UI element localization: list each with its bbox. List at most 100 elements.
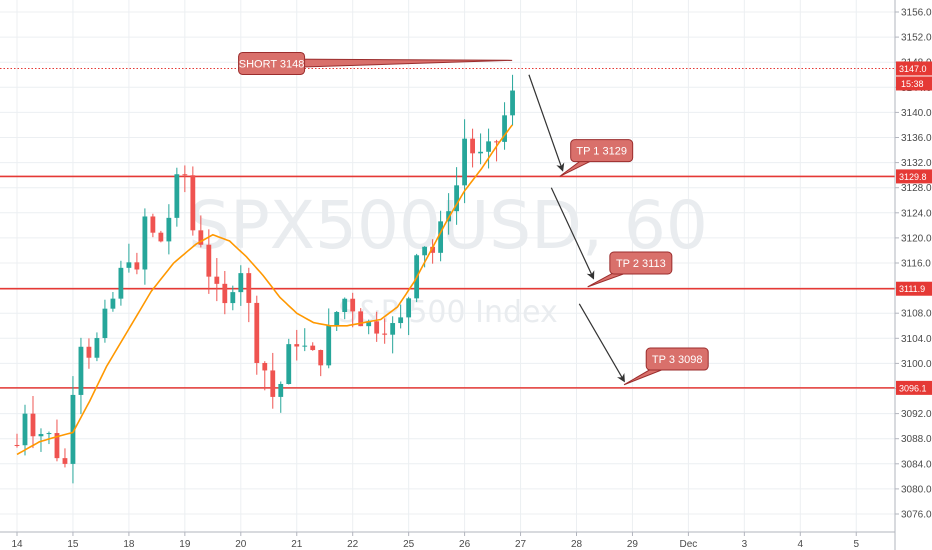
x-tick-label: 3 <box>742 539 748 550</box>
candle-body <box>270 370 276 397</box>
candle-body <box>486 141 491 152</box>
price-badge-text-tp1: 3129.8 <box>899 172 927 182</box>
x-tick-label: 22 <box>347 539 359 550</box>
candle-body <box>150 216 156 233</box>
candle-body <box>110 298 116 309</box>
y-tick-label: 3128.0 <box>901 183 932 194</box>
candle-body <box>262 362 268 371</box>
y-tick-label: 3152.0 <box>901 33 932 44</box>
watermark-name: S&P 500 Index <box>338 295 557 330</box>
callout-box-short <box>238 51 306 75</box>
y-tick-label: 3156.0 <box>901 8 932 19</box>
callout-label-tp3: TP 3 3098 <box>652 354 703 366</box>
moving-average <box>16 124 513 456</box>
candle-body <box>310 345 316 351</box>
candle-body <box>430 246 436 253</box>
candle-body <box>294 344 300 347</box>
candle-body <box>86 346 92 358</box>
candle-body <box>382 333 388 335</box>
x-tick-label: 15 <box>67 539 79 550</box>
x-tick-label: 14 <box>11 539 23 550</box>
candle-body <box>22 413 28 446</box>
candle-body <box>374 321 380 334</box>
callout-label-tp2: TP 2 3113 <box>616 258 666 270</box>
countdown-text: 15:38 <box>901 79 924 89</box>
x-tick-label: 4 <box>798 539 804 550</box>
candle-body <box>174 174 180 218</box>
projection-arrow-1 <box>528 74 565 172</box>
candle-body <box>118 267 124 299</box>
candle-body <box>254 302 260 363</box>
candle-body <box>390 323 396 335</box>
price-badge-tp2 <box>896 281 932 296</box>
y-tick-label: 3104.0 <box>901 334 932 345</box>
x-tick-label: 26 <box>459 539 471 550</box>
candle-body <box>478 151 483 154</box>
y-tick-label: 3080.0 <box>901 484 932 495</box>
y-tick-label: 3124.0 <box>901 208 932 219</box>
candle-body <box>190 175 196 231</box>
x-tick-label: 29 <box>627 539 639 550</box>
candle-body <box>14 444 20 446</box>
candle-body <box>246 273 252 303</box>
callouts: SHORT 3148 TP 1 3129 TP 2 3113 TP 3 3098 <box>238 51 709 386</box>
callout-box-tp1 <box>570 139 634 163</box>
callout-label-short: SHORT 3148 <box>239 58 305 70</box>
candle-body <box>334 312 340 326</box>
candle-body <box>470 138 475 154</box>
candle-body <box>302 345 308 347</box>
y-tick-label: 3132.0 <box>901 158 932 169</box>
candle-body <box>166 217 172 242</box>
y-tick-label: 3120.0 <box>901 233 932 244</box>
x-tick-label: 20 <box>235 539 247 550</box>
candle-body <box>286 344 292 384</box>
candle-body <box>62 458 68 464</box>
candle-body <box>142 216 148 270</box>
candle-body <box>454 185 460 212</box>
candle-body <box>326 325 332 366</box>
price-badge-text-tp2: 3111.9 <box>899 284 925 294</box>
callout-pointer-short <box>271 58 513 69</box>
candle-body <box>182 174 188 176</box>
x-tick-label: 19 <box>179 539 191 550</box>
callout-box-tp3 <box>645 347 709 371</box>
candle-body <box>222 283 228 304</box>
price-badge-tp1 <box>896 169 932 184</box>
price-badge-text-short: 3147.0 <box>899 64 927 74</box>
y-tick-label: 3116.0 <box>901 259 931 270</box>
watermark-symbol: SPX500USD, 60 <box>188 187 708 264</box>
projection-arrow-2 <box>550 187 595 280</box>
horizontal-levels <box>0 67 895 389</box>
candle-body <box>70 394 76 464</box>
callout-label-tp1: TP 1 3129 <box>576 146 627 158</box>
candle-body <box>134 262 140 270</box>
candle-body <box>46 433 52 435</box>
candle-body <box>198 230 204 245</box>
y-tick-label: 3140.0 <box>901 108 932 119</box>
candle-body <box>406 298 412 318</box>
price-axis[interactable]: 3076.03080.03084.03088.03092.03096.03100… <box>894 0 932 550</box>
candle-body <box>238 273 244 293</box>
y-tick-label: 3076.0 <box>901 510 932 521</box>
time-axis[interactable]: 14 15 18 19 20 21 22 25 26 27 28 29 Dec 3 4 5 <box>0 531 895 550</box>
candle-body <box>30 413 36 437</box>
projection-arrows <box>528 74 625 383</box>
candle-body <box>358 311 364 327</box>
grid <box>0 0 895 532</box>
candle-body <box>438 221 444 253</box>
x-tick-label: 21 <box>291 539 303 550</box>
candle-body <box>494 141 499 143</box>
y-tick-label: 3084.0 <box>901 459 932 470</box>
y-tick-label: 3092.0 <box>901 409 932 420</box>
candle-body <box>102 308 108 339</box>
candle-body <box>158 232 164 242</box>
callout-box-tp2 <box>609 251 673 275</box>
candle-body <box>126 262 132 268</box>
price-badge-text-tp3: 3096.1 <box>899 383 927 393</box>
candle-body <box>230 292 236 304</box>
candle-body <box>214 276 220 284</box>
ma-line <box>16 124 513 456</box>
candle-body <box>502 115 507 142</box>
